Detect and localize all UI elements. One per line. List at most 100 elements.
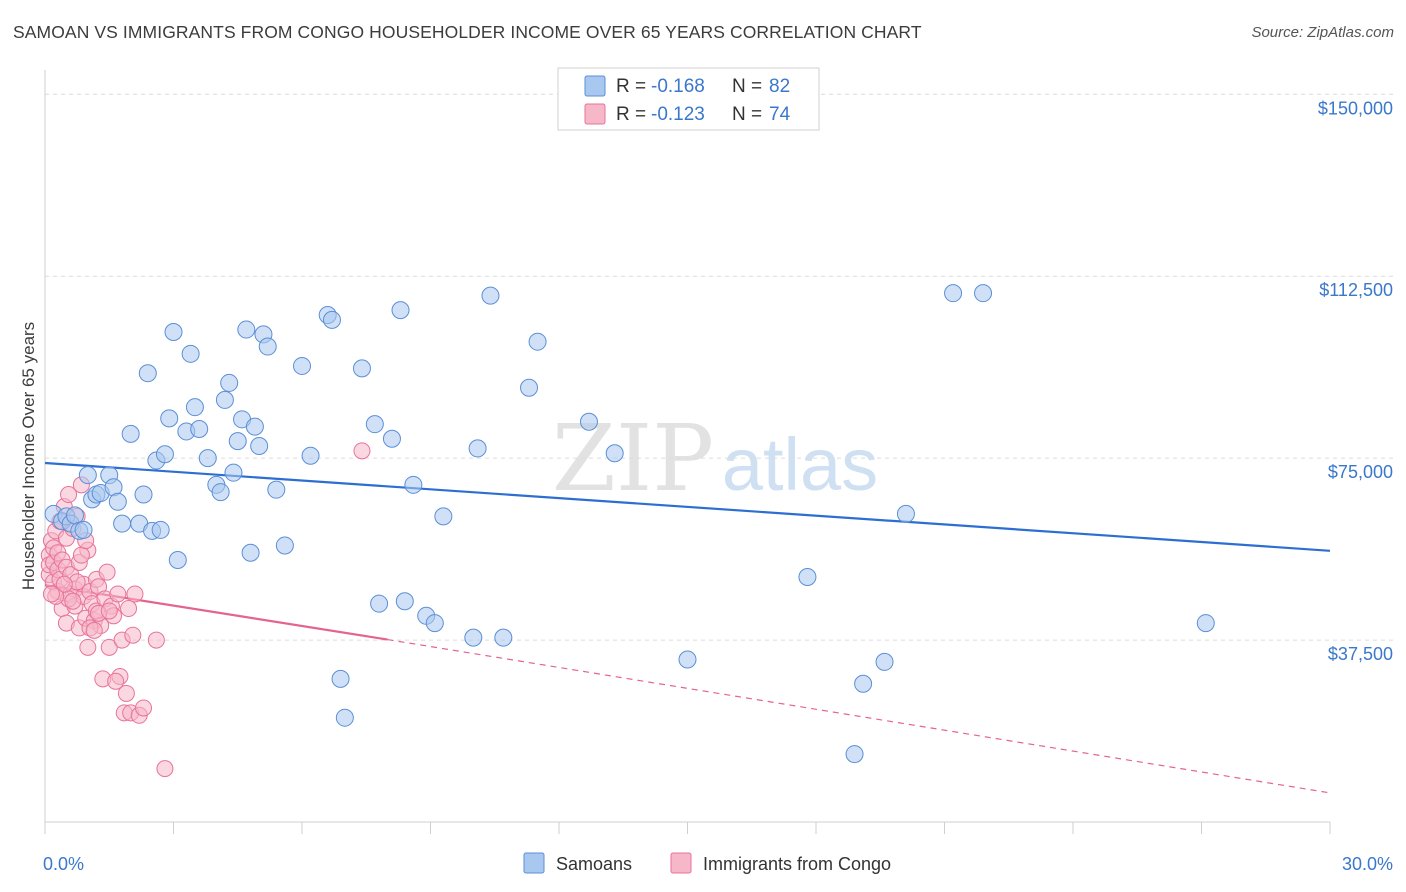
data-point-samoans: [391, 301, 410, 320]
data-point-samoans: [258, 337, 277, 356]
data-point-samoans: [528, 332, 547, 351]
data-point-congo: [60, 486, 78, 504]
data-point-congo: [120, 600, 138, 618]
data-point-samoans: [160, 409, 179, 428]
data-point-samoans: [78, 466, 97, 485]
data-point-samoans: [678, 650, 697, 669]
data-point-samoans: [845, 745, 864, 764]
data-point-samoans: [395, 592, 414, 611]
top-legend: R = -0.168 N = 82 R = -0.123 N = 74: [557, 67, 820, 131]
y-tick-label: $37,500: [1328, 644, 1393, 664]
x-tick-label: 0.0%: [43, 854, 84, 874]
y-tick-label: $75,000: [1328, 462, 1393, 482]
bottom-legend: Samoans Immigrants from Congo: [523, 852, 891, 874]
data-point-samoans: [228, 432, 247, 451]
legend-r-value-congo: -0.123: [651, 104, 705, 125]
data-point-samoans: [220, 373, 239, 392]
data-point-samoans: [579, 412, 598, 431]
data-point-congo: [156, 760, 174, 778]
data-point-congo: [109, 585, 127, 603]
data-point-congo: [79, 638, 97, 656]
data-point-samoans: [190, 420, 209, 439]
data-point-samoans: [331, 669, 350, 688]
axes: [44, 70, 1331, 834]
data-point-samoans: [151, 520, 170, 539]
data-point-samoans: [434, 507, 453, 526]
data-point-samoans: [404, 475, 423, 494]
y-tick-labels: $37,500 $75,000 $112,500 $150,000: [1318, 98, 1393, 664]
legend-r-value-samoans: -0.168: [651, 76, 705, 97]
data-point-samoans: [335, 708, 354, 727]
y-axis-label: Householder Income Over 65 years: [19, 322, 38, 590]
data-point-samoans: [250, 437, 269, 455]
bottom-legend-swatch-congo: [670, 852, 692, 874]
data-point-samoans: [293, 356, 311, 375]
x-tick-labels: 0.0% 30.0%: [43, 854, 1393, 874]
data-point-samoans: [211, 483, 230, 502]
data-point-samoans: [168, 551, 187, 570]
watermark-atlas: atlas: [722, 423, 878, 506]
legend-r-label: R =: [616, 104, 646, 125]
legend-swatch-samoans: [584, 75, 606, 97]
legend-n-label: N =: [732, 104, 762, 125]
legend-n-value-samoans: 82: [769, 76, 790, 97]
data-point-samoans: [138, 364, 157, 383]
data-point-samoans: [605, 444, 624, 463]
trend-line-congo-extension: [387, 638, 1331, 794]
x-tick-label: 30.0%: [1342, 854, 1393, 874]
data-point-samoans: [215, 390, 234, 409]
data-point-samoans: [322, 310, 341, 329]
legend-n-label: N =: [732, 76, 762, 97]
y-tick-label: $112,500: [1319, 280, 1393, 300]
bottom-legend-swatch-samoans: [523, 852, 545, 874]
data-point-samoans: [241, 543, 260, 562]
data-point-samoans: [108, 492, 127, 511]
legend-r-label: R =: [616, 76, 646, 97]
data-point-samoans: [301, 446, 320, 465]
data-point-congo: [55, 575, 73, 593]
trend-lines: [44, 461, 1331, 794]
bottom-legend-label-congo: Immigrants from Congo: [703, 854, 891, 874]
data-point-samoans: [121, 424, 140, 443]
data-point-congo: [124, 626, 142, 644]
data-point-samoans: [164, 322, 183, 341]
data-point-samoans: [944, 284, 963, 303]
data-point-samoans: [854, 674, 873, 693]
data-point-samoans: [185, 398, 204, 417]
legend-n-value-congo: 74: [769, 104, 791, 125]
data-point-samoans: [155, 445, 174, 464]
legend-swatch-congo: [584, 103, 606, 125]
data-point-samoans: [181, 344, 200, 363]
data-point-congo: [126, 585, 144, 603]
series-congo-points: [40, 442, 371, 778]
data-point-samoans: [464, 628, 483, 647]
data-point-congo: [117, 684, 135, 702]
chart-title: SAMOAN VS IMMIGRANTS FROM CONGO HOUSEHOL…: [13, 22, 922, 42]
data-point-samoans: [267, 480, 286, 499]
data-point-congo: [147, 631, 165, 649]
data-point-samoans: [494, 628, 513, 647]
data-point-samoans: [245, 417, 264, 436]
data-point-samoans: [224, 463, 243, 482]
data-point-congo: [353, 442, 371, 460]
data-point-samoans: [113, 514, 132, 533]
data-point-congo: [42, 585, 60, 603]
data-point-samoans: [382, 429, 401, 448]
data-point-samoans: [481, 286, 500, 305]
data-point-samoans: [237, 320, 256, 339]
data-point-samoans: [198, 449, 217, 468]
y-tick-label: $150,000: [1318, 98, 1393, 118]
data-point-congo: [72, 546, 90, 564]
data-point-congo: [135, 699, 153, 717]
data-point-congo: [100, 638, 118, 656]
data-point-samoans: [275, 536, 294, 555]
source-label: Source: ZipAtlas.com: [1251, 24, 1394, 41]
data-point-samoans: [365, 415, 384, 434]
series-samoans-points: [44, 284, 1215, 764]
data-point-congo: [85, 621, 103, 639]
data-point-samoans: [425, 614, 444, 633]
data-point-samoans: [798, 567, 817, 586]
data-point-samoans: [370, 594, 389, 613]
data-point-samoans: [1196, 614, 1215, 633]
